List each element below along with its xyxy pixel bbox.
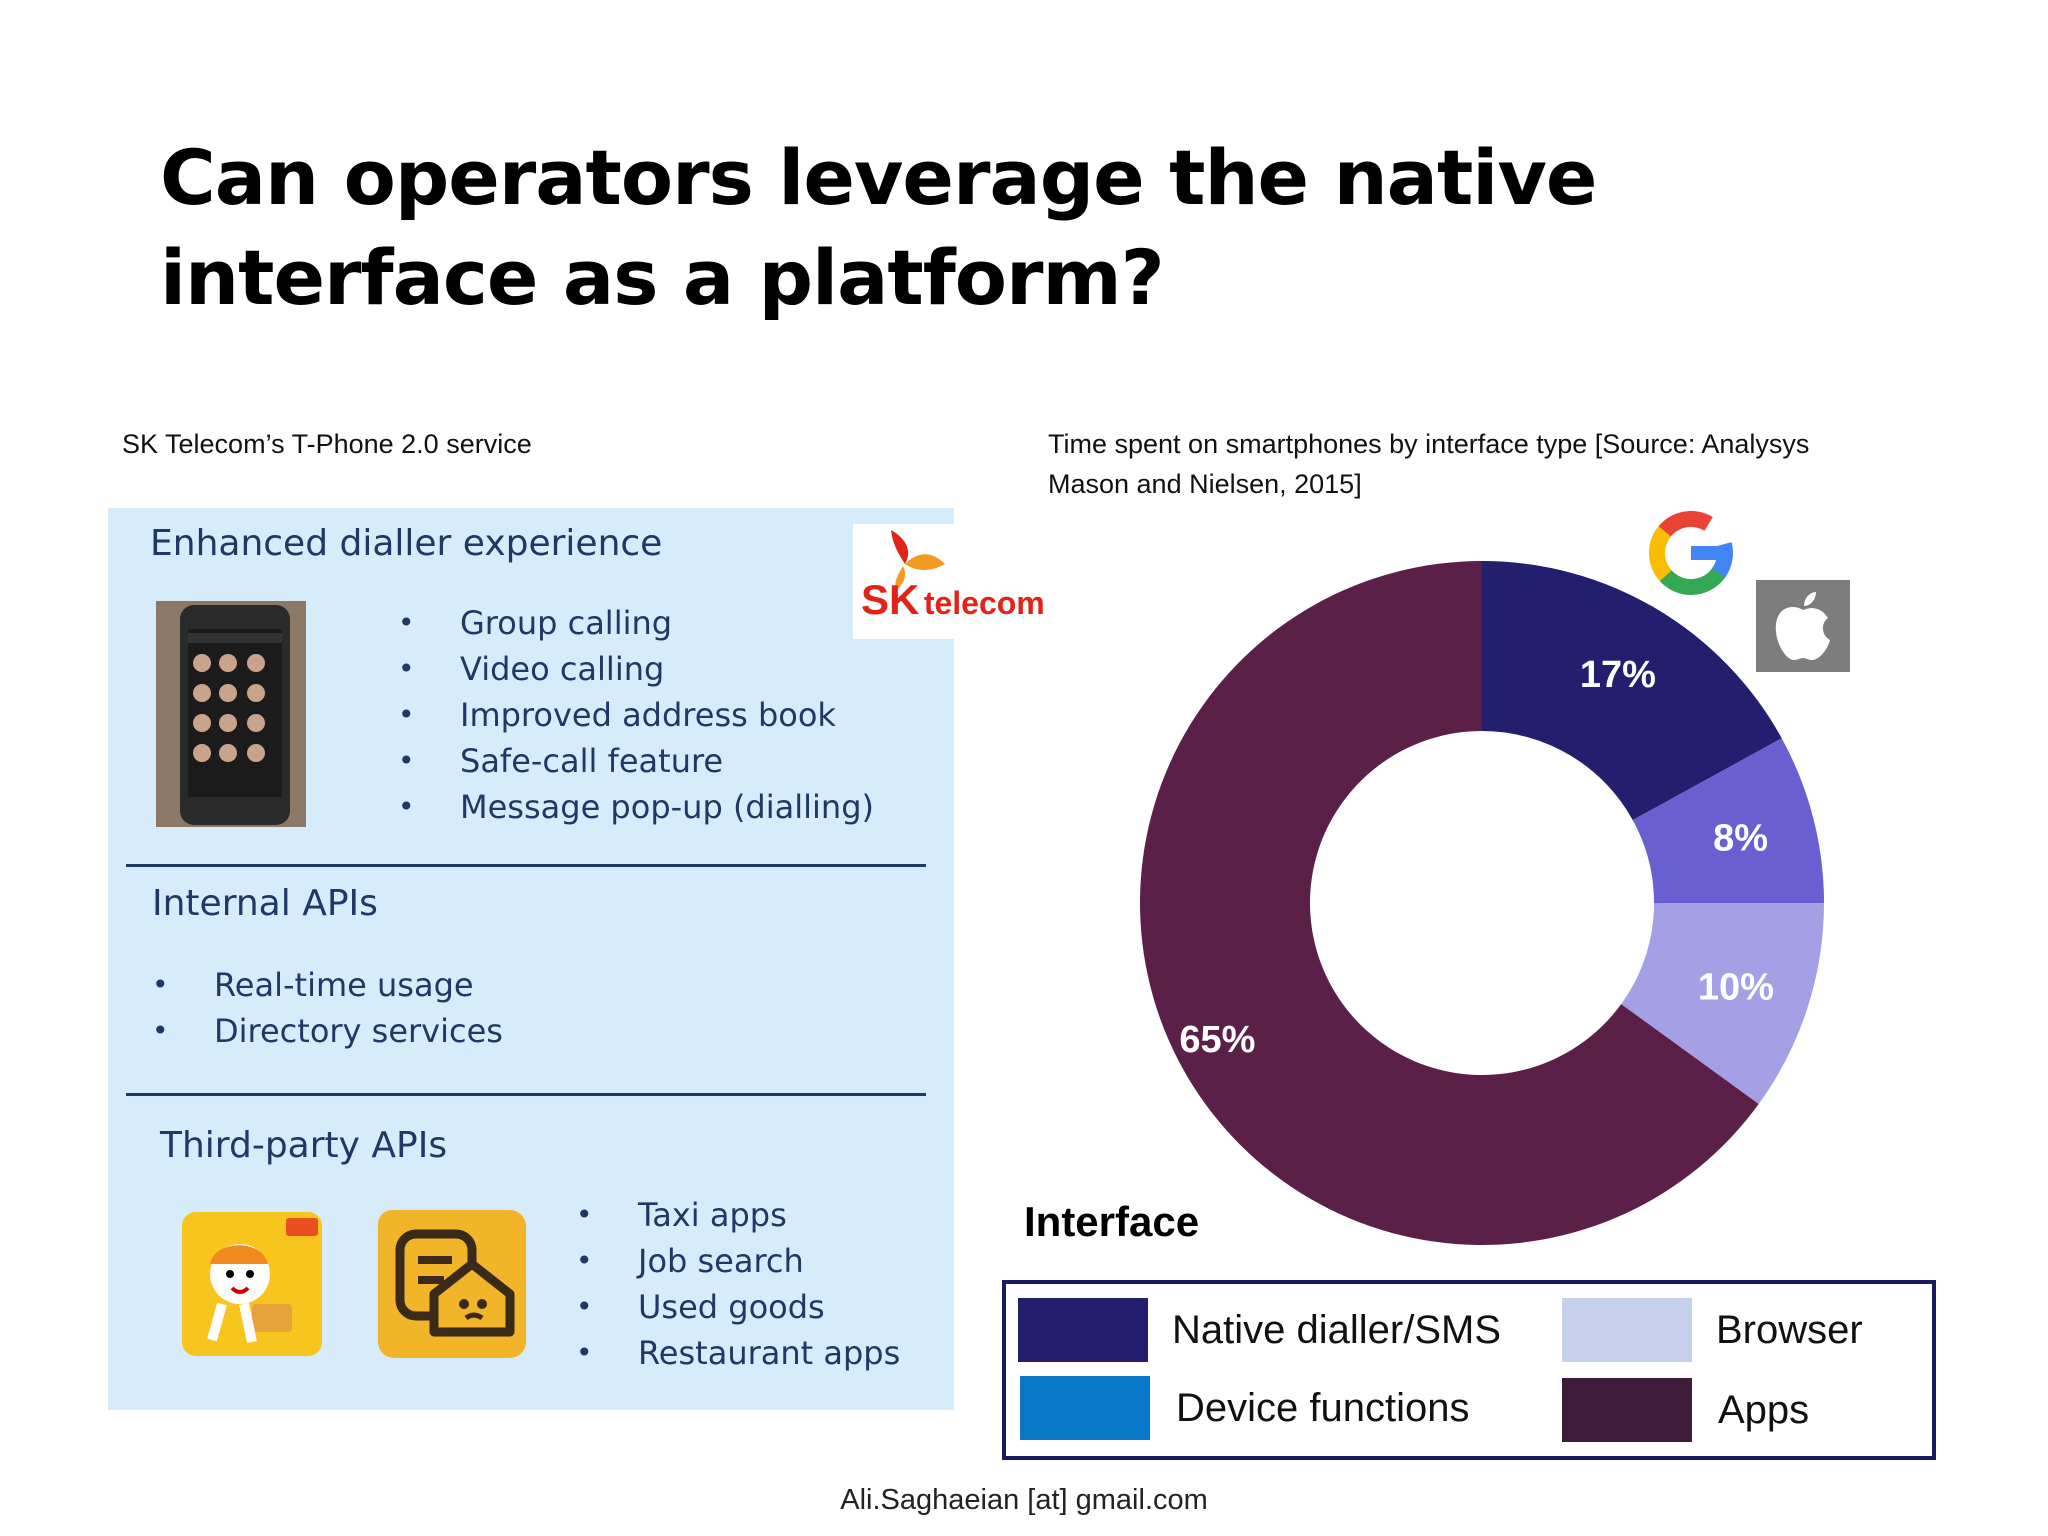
list-item: Group calling: [398, 600, 874, 646]
dialler-feature-list: Group calling Video calling Improved add…: [398, 600, 874, 830]
google-logo-icon: [1646, 508, 1736, 602]
donut-slice-device-functions: [1632, 738, 1824, 903]
slide-title: Can operators leverage the native interf…: [160, 133, 1597, 322]
legend-swatch-browser: [1562, 1298, 1692, 1362]
list-item: Safe-call feature: [398, 738, 874, 784]
legend-label-apps: Apps: [1718, 1388, 1810, 1432]
list-item: Message pop-up (dialling): [398, 784, 874, 830]
list-item: Real-time usage: [152, 962, 503, 1008]
legend-label-native: Native dialler/SMS: [1172, 1308, 1502, 1352]
donut-chart: 17% 8% 10% 65%: [1140, 561, 1824, 1245]
section-divider: [126, 864, 926, 867]
list-item: Restaurant apps: [576, 1330, 900, 1376]
third-party-api-list: Taxi apps Job search Used goods Restaura…: [576, 1192, 900, 1376]
section-heading-third-party-apis: Third-party APIs: [160, 1125, 448, 1166]
sk-butterfly-icon: [891, 530, 945, 590]
data-label-apps: 65%: [1179, 1019, 1255, 1061]
donut-slice-apps: [1140, 561, 1759, 1245]
chart-caption: Time spent on smartphones by interface t…: [1048, 429, 1810, 499]
legend-swatch-native: [1018, 1298, 1148, 1362]
list-item: Used goods: [576, 1284, 900, 1330]
list-item: Directory services: [152, 1008, 503, 1054]
donut-slice-browser: [1621, 903, 1824, 1105]
legend-swatch-device: [1020, 1376, 1150, 1440]
sk-telecom-logo: SK telecom: [853, 524, 1045, 639]
section-heading-dialler: Enhanced dialler experience: [150, 523, 663, 564]
data-label-browser: 10%: [1698, 967, 1774, 1009]
apple-logo-icon: [1756, 580, 1850, 676]
left-caption: SK Telecom’s T-Phone 2.0 service: [122, 429, 532, 459]
section-divider: [126, 1093, 926, 1096]
list-item: Taxi apps: [576, 1192, 900, 1238]
footer-contact: Ali.Saghaeian [at] gmail.com: [840, 1484, 1208, 1516]
phone-screenshot-image: [156, 601, 306, 827]
list-item: Job search: [576, 1238, 900, 1284]
data-label-device-functions: 8%: [1713, 818, 1768, 860]
legend-label-browser: Browser: [1716, 1308, 1863, 1352]
list-item: Video calling: [398, 646, 874, 692]
t-phone-panel: Enhanced dialler experience SK telecom: [108, 508, 1045, 1410]
section-heading-internal-apis: Internal APIs: [152, 883, 378, 924]
legend-swatch-apps: [1562, 1378, 1692, 1442]
chart-legend: Native dialler/SMS Browser Device functi…: [1002, 1280, 1936, 1460]
legend-title: Interface: [1024, 1198, 1200, 1245]
donut-slice-native-dialler-sms: [1482, 561, 1782, 821]
legend-label-device: Device functions: [1176, 1386, 1470, 1430]
data-label-native-dialler-sms: 17%: [1580, 654, 1656, 696]
house-app-icon: [378, 1210, 526, 1358]
list-item: Improved address book: [398, 692, 874, 738]
sk-telecom-wordmark: SK telecom: [861, 576, 1045, 623]
internal-api-list: Real-time usage Directory services: [152, 962, 503, 1054]
taxi-app-icon: [182, 1212, 322, 1356]
